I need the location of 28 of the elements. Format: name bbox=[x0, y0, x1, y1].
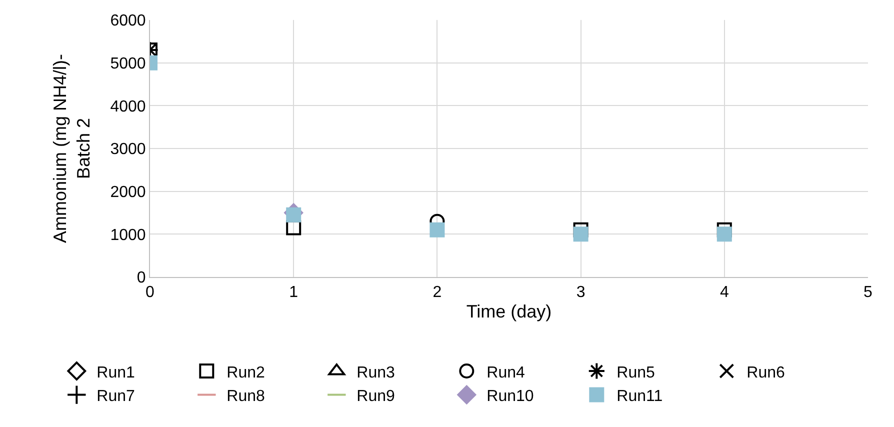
legend-label: Run6 bbox=[746, 364, 786, 382]
legend-label: Run7 bbox=[96, 388, 136, 406]
legend-label: Run8 bbox=[226, 388, 266, 406]
point bbox=[573, 226, 588, 242]
y-tick-label: 0 bbox=[136, 270, 146, 287]
point bbox=[716, 226, 732, 242]
y-tick-label: 2000 bbox=[110, 184, 146, 201]
legend-label: Run9 bbox=[356, 388, 396, 406]
legend-label: Run2 bbox=[226, 364, 266, 382]
y-tick-label: 1000 bbox=[110, 226, 146, 244]
legend-label: Run11 bbox=[616, 388, 663, 406]
legend-label: Run10 bbox=[486, 388, 534, 406]
y-tick-label: 5000 bbox=[110, 55, 146, 72]
y-tick-label: 6000 bbox=[110, 12, 146, 30]
x-tick-label: 3 bbox=[576, 284, 586, 302]
point bbox=[430, 222, 445, 238]
x-axis-title: Time (day) bbox=[466, 301, 552, 322]
x-tick-label: 4 bbox=[720, 284, 729, 302]
legend-label: Run4 bbox=[486, 364, 526, 382]
x-tick-label: 5 bbox=[864, 284, 873, 302]
legend-label: Run3 bbox=[356, 364, 396, 382]
legend-label: Run5 bbox=[616, 364, 656, 382]
y-tick-label: 3000 bbox=[110, 141, 146, 158]
x-tick-label: 1 bbox=[289, 284, 298, 302]
legend-label: Run1 bbox=[96, 364, 136, 382]
x-tick-label: 2 bbox=[432, 284, 442, 302]
y-tick-label: 4000 bbox=[110, 98, 146, 116]
y-axis-title: Ammonium (mg NH4/l)- Batch 2 bbox=[50, 54, 94, 244]
